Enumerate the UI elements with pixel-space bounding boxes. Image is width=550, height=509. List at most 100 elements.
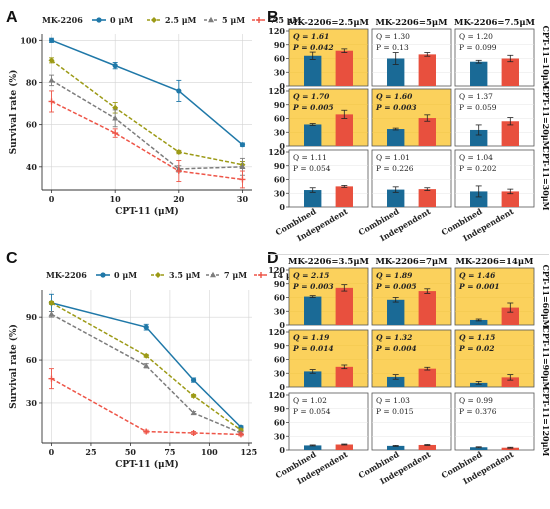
panel-d-cell-2-1-q-value: Q = 1.03 bbox=[376, 396, 410, 405]
panel-label-c: C bbox=[6, 250, 18, 267]
panel-b-cell-1-0-ytick-label-4: 120 bbox=[268, 86, 285, 96]
panel-c-series-3-point-1 bbox=[143, 428, 150, 435]
panel-b-cell-0-0-bar-independent bbox=[335, 50, 353, 86]
panel-d-cell-2-2-p-value: P = 0.376 bbox=[459, 407, 497, 416]
panel-b-cell-2-0-ytick-label-4: 120 bbox=[268, 147, 285, 157]
panel-c-xtick-label-1: 25 bbox=[85, 447, 96, 457]
panel-c-ytick-label-2: 90 bbox=[26, 312, 38, 322]
panel-c-xtick-label-0: 0 bbox=[49, 447, 55, 457]
panel-a-xtick-label-2: 20 bbox=[173, 194, 185, 204]
panel-d-cell-1-2-bar-independent bbox=[501, 377, 519, 387]
panel-c-legend-label-1: 3.5 μM bbox=[169, 270, 201, 280]
panel-b-cell-2-1-bar-independent bbox=[418, 189, 436, 207]
panel-a-series-1-point-1 bbox=[112, 104, 119, 111]
panel-d-cell-2-0-p-value: P = 0.054 bbox=[293, 407, 331, 416]
panel-d-cell-0-2-q-value: Q = 1.46 bbox=[459, 271, 496, 280]
panel-label-d: D bbox=[267, 250, 279, 267]
panel-d-cell-1-2-p-value: P = 0.02 bbox=[458, 344, 494, 353]
panel-b-cell-1-0-bar-combined bbox=[304, 124, 322, 146]
panel-a-series-2-point-3 bbox=[239, 163, 246, 170]
panel-c-xtick-label-3: 75 bbox=[164, 447, 175, 457]
panel-a-series-3-point-0 bbox=[48, 98, 55, 105]
panel-c-series-1-point-1 bbox=[143, 352, 150, 359]
panel-d-cell-2-0-bar-independent bbox=[335, 444, 353, 450]
panel-d-cell-2-1-background bbox=[371, 392, 452, 451]
panel-b-cell-1-2-p-value: P = 0.059 bbox=[459, 103, 497, 112]
panel-d-cell-0-1-bar-combined bbox=[387, 299, 405, 325]
panel-a-xtick-label-3: 30 bbox=[237, 194, 249, 204]
panel-d-cell-2-1-p-value: P = 0.015 bbox=[376, 407, 414, 416]
panel-b-cell-1-1-bar-combined bbox=[387, 129, 405, 146]
panel-b-cell-2-0-bar-independent bbox=[335, 186, 353, 207]
panel-b-cell-0-2-bar-combined bbox=[470, 61, 488, 86]
panel-c-series-3-point-3 bbox=[237, 431, 244, 438]
panel-b-cell-0-1-q-value: Q = 1.30 bbox=[376, 32, 410, 41]
panel-d-cell-2-1-bar-combined bbox=[387, 445, 405, 450]
panel-a-ytick-label-0: 40 bbox=[26, 162, 38, 172]
panel-b-cell-1-2-background bbox=[454, 88, 535, 147]
panel-d-cell-1-1-q-value: Q = 1.32 bbox=[376, 333, 412, 342]
panel-a-series-0-point-2 bbox=[176, 88, 182, 94]
panel-a-legend-label-2: 5 μM bbox=[222, 15, 245, 25]
panel-d-cell-0-0-ytick-label-0: 0 bbox=[279, 320, 285, 330]
panel-d-cell-1-0-bar-independent bbox=[335, 366, 353, 387]
panel-b-cell-2-0-ytick-label-0: 0 bbox=[279, 202, 285, 212]
panel-b-cell-1-0-background bbox=[288, 88, 369, 147]
panel-b-cell-0-1-bar-combined bbox=[387, 58, 405, 86]
panel-a-series-2-point-1 bbox=[112, 115, 119, 121]
panel-b-cell-2-0-bar-combined bbox=[304, 190, 322, 207]
panel-c-legend-label-0: 0 μM bbox=[114, 270, 137, 280]
panel-b-cell-1-0-p-value: P = 0.005 bbox=[292, 103, 334, 112]
panel-c-series-3-point-2 bbox=[190, 429, 197, 436]
panel-d-cell-0-0-bar-combined bbox=[304, 296, 322, 325]
panel-d-cell-2-0-background bbox=[288, 392, 369, 451]
panel-b-cell-2-2-bar-combined bbox=[470, 191, 488, 207]
panel-d-cell-1-1-bar-independent bbox=[418, 368, 436, 387]
panel-b-cell-0-0-q-value: Q = 1.61 bbox=[293, 32, 329, 41]
panel-b-cell-0-0-bar-combined bbox=[304, 55, 322, 86]
panel-b-cell-0-0-ytick-label-4: 120 bbox=[268, 26, 285, 36]
panel-b-cell-2-2-bar-independent bbox=[501, 191, 519, 207]
panel-a-x-axis-title: CPT-11 (μM) bbox=[115, 206, 179, 217]
panel-a-legend-swatch-0-marker bbox=[96, 17, 102, 23]
panel-b-cell-2-0-background bbox=[288, 149, 369, 208]
panel-c-legend-label-3: 14 μM bbox=[272, 270, 301, 280]
panel-b-cell-1-1-background bbox=[371, 88, 452, 147]
panel-b-cell-0-2-bar-independent bbox=[501, 58, 519, 86]
panel-a-series-0-line bbox=[51, 39, 243, 146]
panel-d-cell-1-0-ytick-label-2: 60 bbox=[274, 355, 286, 365]
panel-b-cell-0-2-background bbox=[454, 28, 535, 87]
panel-d-cell-0-1-bar-independent bbox=[418, 291, 436, 325]
panel-a-ytick-label-2: 80 bbox=[26, 77, 38, 87]
panel-c-ytick-label-1: 60 bbox=[26, 355, 38, 365]
panel-d-cell-0-0-ytick-label-3: 90 bbox=[274, 279, 286, 289]
panel-b-cell-1-0-ytick-label-0: 0 bbox=[279, 141, 285, 151]
panel-c-xtick-label-5: 125 bbox=[240, 447, 257, 457]
panel-a-series-3-point-2 bbox=[175, 168, 182, 175]
panel-d-cell-2-0-ytick-label-1: 30 bbox=[274, 431, 286, 441]
panel-c-series-2-line bbox=[51, 313, 242, 434]
panel-d-cell-0-2-p-value: P = 0.001 bbox=[458, 282, 500, 291]
panel-c-series-2-point-0 bbox=[48, 311, 55, 317]
panel-a-series-1-point-2 bbox=[175, 149, 182, 156]
panel-d-row-label-2: CPT-11=120μM bbox=[541, 387, 550, 457]
panel-d-cell-0-2-background bbox=[454, 267, 535, 326]
panel-a-series-1-point-0 bbox=[48, 57, 55, 64]
panel-b-cell-0-0-background bbox=[288, 28, 369, 87]
panel-c-legend-swatch-0-marker bbox=[100, 272, 106, 278]
panel-c-series-2-point-2 bbox=[190, 409, 197, 416]
panel-a-xtick-label-0: 0 bbox=[49, 194, 55, 204]
panel-a-series-3-point-3 bbox=[239, 176, 246, 183]
panel-a-legend-label-3: 7.5 μM bbox=[270, 15, 302, 25]
panel-b-cell-1-0-ytick-label-1: 30 bbox=[274, 127, 286, 137]
panel-d-cell-0-0-p-value: P = 0.003 bbox=[292, 282, 334, 291]
panel-d-cell-2-2-q-value: Q = 0.99 bbox=[459, 396, 493, 405]
panel-d-cell-1-0-background bbox=[288, 329, 369, 388]
panel-c-series-3-point-0 bbox=[48, 375, 55, 382]
panel-c-y-axis-title: Survival rate (%) bbox=[8, 324, 19, 409]
panel-a-series-2-line bbox=[51, 79, 243, 170]
panel-c-x-axis-title: CPT-11 (μM) bbox=[115, 459, 179, 470]
panel-b-cell-2-0-p-value: P = 0.054 bbox=[293, 164, 331, 173]
panel-b-cell-0-0-ytick-label-1: 30 bbox=[274, 67, 286, 77]
